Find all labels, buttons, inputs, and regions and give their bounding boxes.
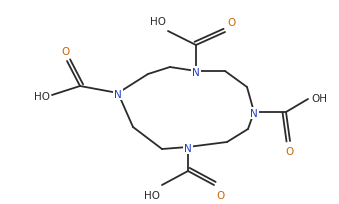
Text: O: O [216, 190, 224, 200]
Text: O: O [227, 18, 235, 28]
Text: N: N [192, 68, 200, 78]
Text: N: N [114, 90, 122, 100]
Text: HO: HO [34, 92, 50, 102]
Text: OH: OH [311, 94, 327, 103]
Text: O: O [286, 146, 294, 156]
Text: HO: HO [150, 17, 166, 27]
Text: O: O [61, 47, 69, 57]
Text: N: N [250, 109, 258, 118]
Text: N: N [184, 143, 192, 153]
Text: HO: HO [144, 190, 160, 200]
